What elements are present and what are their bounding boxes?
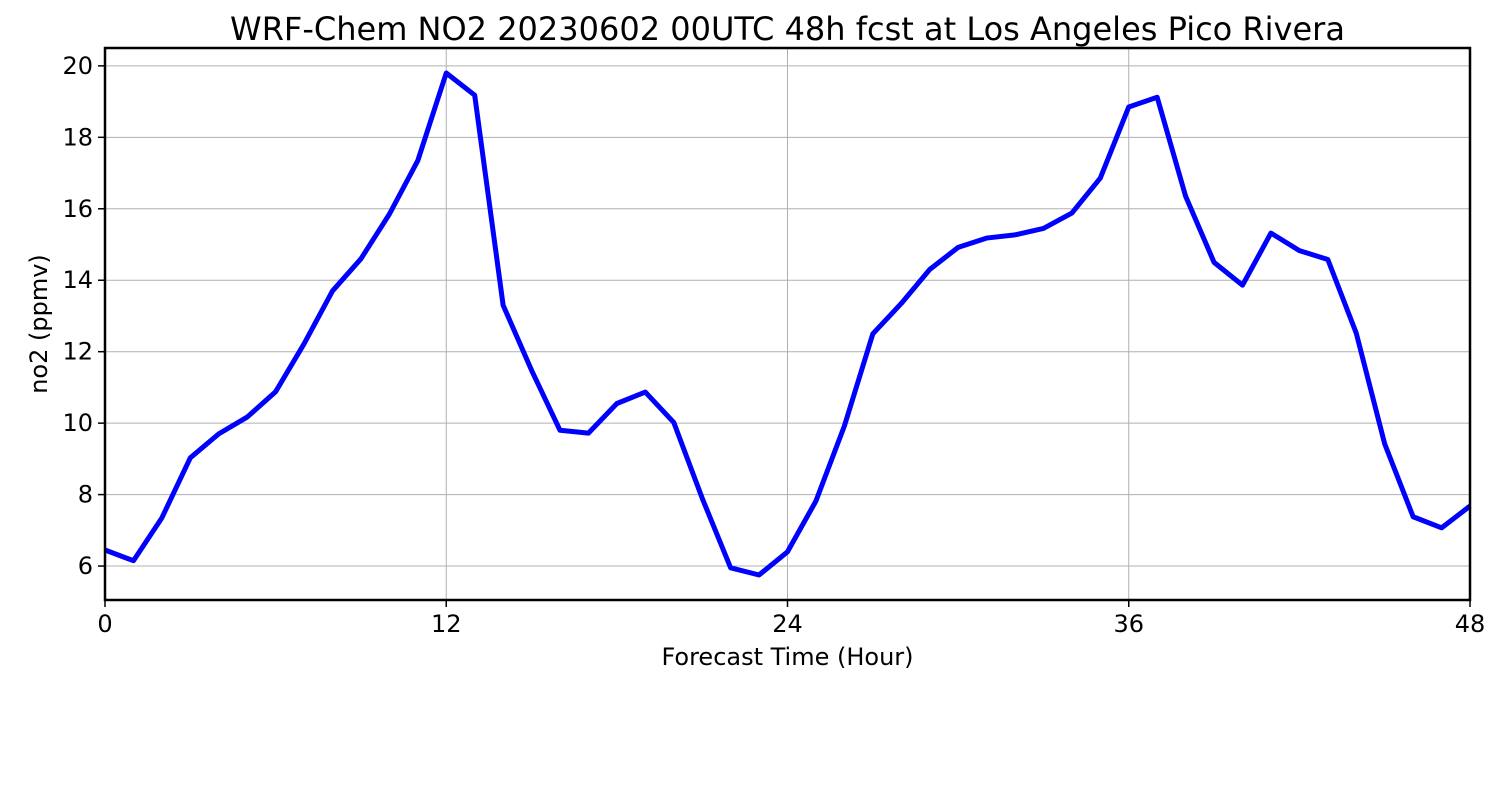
x-tick-label: 0 [97, 610, 112, 638]
x-axis-label: Forecast Time (Hour) [661, 643, 913, 671]
series-layer [104, 70, 1472, 578]
y-axis-label: no2 (ppmv) [25, 254, 53, 394]
y-tick-label: 16 [62, 195, 93, 223]
axis-ticks: 0 12 24 36 48 6 8 10 12 14 16 18 20 [62, 52, 1485, 638]
series-line [104, 70, 1472, 578]
y-tick-label: 12 [62, 338, 93, 366]
y-tick-label: 8 [78, 481, 93, 509]
chart-title: WRF-Chem NO2 20230602 00UTC 48h fcst at … [230, 10, 1345, 48]
x-tick-label: 36 [1113, 610, 1144, 638]
y-tick-label: 6 [78, 552, 93, 580]
y-tick-label: 18 [62, 123, 93, 151]
y-tick-label: 20 [62, 52, 93, 80]
x-tick-label: 12 [431, 610, 462, 638]
x-tick-label: 24 [772, 610, 803, 638]
x-tick-label: 48 [1455, 610, 1486, 638]
y-tick-label: 10 [62, 409, 93, 437]
y-tick-label: 14 [62, 266, 93, 294]
